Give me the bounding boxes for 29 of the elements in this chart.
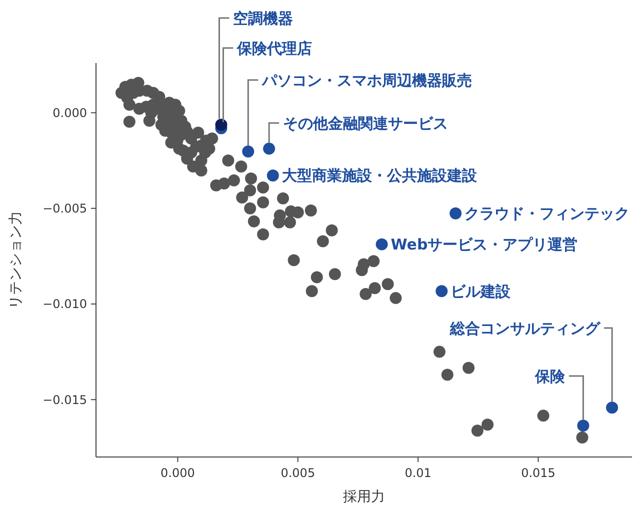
annotation: 空調機器 (233, 9, 294, 28)
annotation: その他金融関連サービス (283, 114, 448, 132)
annotation: 保険 (534, 367, 566, 386)
annotation: パソコン・スマホ周辺機器販売 (261, 71, 472, 90)
point (266, 169, 279, 182)
annotation: 総合コンサルティング (449, 319, 601, 338)
x-tick-label: 0.01 (404, 466, 432, 480)
point (577, 420, 590, 432)
point (436, 285, 448, 298)
x-tick-label: 0.015 (521, 466, 556, 480)
annotation: 保険代理店 (236, 39, 312, 58)
point (215, 118, 228, 131)
x-axis-title: 採用力 (343, 489, 385, 505)
annotation: ビル建設 (450, 282, 512, 300)
point (606, 402, 618, 414)
annotation: Webサービス・アプリ運営 (390, 236, 578, 254)
annotation: 大型商業施設・公共施設建設 (282, 166, 478, 185)
y-tick-label: 0.000 (52, 106, 87, 120)
point (242, 146, 254, 158)
x-tick-label: 0.000 (160, 466, 195, 480)
y-tick-label: −0.015 (42, 392, 87, 407)
annotation: クラウド・フィンテック (464, 204, 630, 223)
y-tick-label: −0.005 (42, 202, 87, 216)
point (263, 142, 276, 155)
x-tick-label: 0.005 (280, 466, 316, 480)
y-tick-label: −0.010 (42, 297, 87, 312)
point (376, 238, 388, 250)
point (450, 207, 462, 220)
y-axis-title: リテンション力 (8, 211, 24, 309)
